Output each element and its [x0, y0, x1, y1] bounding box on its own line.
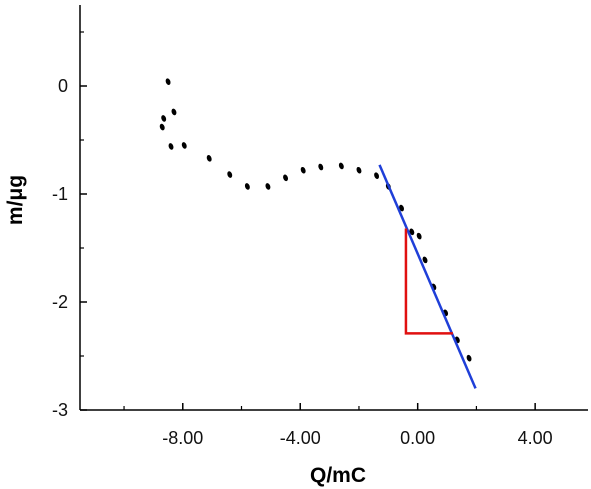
x-tick-label: -8.00 — [162, 428, 203, 448]
data-point — [206, 155, 212, 162]
data-point — [466, 354, 472, 362]
y-tick-label: -1 — [52, 184, 68, 204]
data-point — [399, 204, 404, 212]
data-point — [300, 166, 306, 174]
x-axis-title: Q/mC — [310, 464, 366, 487]
data-point — [416, 232, 422, 240]
y-tick-label: -3 — [52, 400, 68, 420]
data-point — [283, 174, 289, 182]
data-point — [181, 142, 187, 149]
y-tick-label: 0 — [58, 76, 68, 96]
data-point — [227, 171, 233, 178]
fit-line — [378, 164, 477, 389]
data-point — [159, 123, 165, 131]
data-point — [409, 228, 415, 236]
y-tick-label: -2 — [52, 292, 68, 312]
data-point — [168, 143, 174, 150]
data-point — [165, 78, 171, 85]
data-point — [161, 115, 167, 122]
slope-triangle — [404, 228, 453, 335]
data-point — [171, 108, 177, 116]
data-point — [422, 256, 428, 264]
x-tick-label: 4.00 — [518, 428, 553, 448]
data-point — [374, 172, 380, 179]
data-point — [356, 166, 362, 174]
data-point — [265, 183, 271, 190]
data-point — [338, 162, 344, 170]
y-axis-ticks: 0 -1 -2 -3 — [52, 31, 87, 420]
plot-area — [159, 78, 477, 389]
x-tick-label: -4.00 — [280, 428, 321, 448]
y-axis-title: m/μg — [4, 175, 27, 225]
x-axis-ticks: -8.00 -4.00 0.00 4.00 — [123, 403, 553, 448]
data-point — [244, 183, 250, 190]
data-point — [318, 163, 324, 171]
x-tick-label: 0.00 — [400, 428, 435, 448]
